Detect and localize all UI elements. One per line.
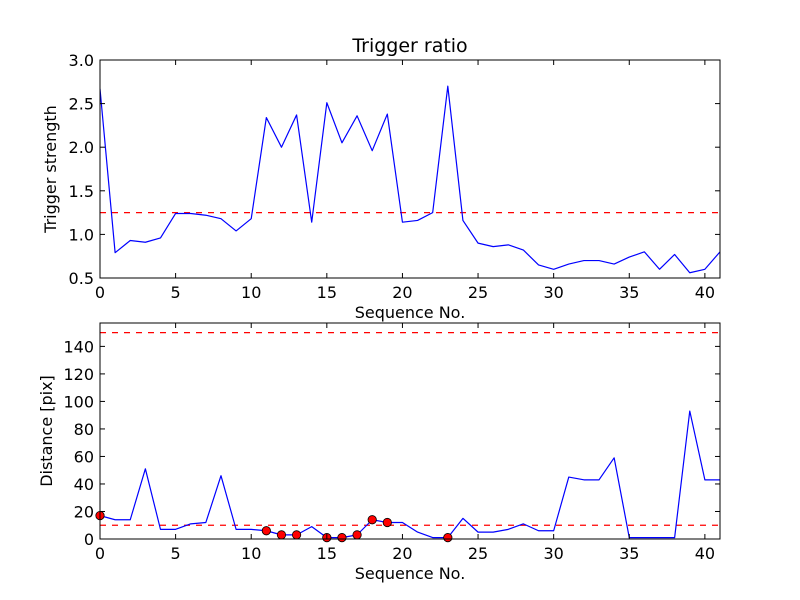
y-tick-label: 1.0 — [69, 225, 94, 244]
data-point-marker — [443, 533, 453, 543]
y-tick-label: 2.0 — [69, 138, 94, 157]
x-tick-label: 5 — [171, 283, 181, 302]
x-axis-label: Sequence No. — [355, 564, 466, 583]
data-point-marker — [276, 530, 287, 540]
x-tick-label: 40 — [695, 544, 715, 563]
distance-chart: 0 5 10 15 20 25 30 35 40 0 20 40 60 80 100 120 140 Sequen… — [37, 322, 721, 583]
series-line — [100, 85, 720, 274]
x-axis-label: Sequence No. — [355, 303, 466, 322]
x-tick-label: 5 — [171, 544, 181, 563]
y-axis-label: Trigger strength — [41, 105, 60, 234]
data-point-marker — [337, 533, 347, 543]
data-point-marker — [382, 517, 392, 528]
trigger-ratio-chart: 0 5 10 15 20 25 30 35 40 0.5 1.0 1.5 2.0 2.5 3.0 Trigge… — [41, 35, 721, 322]
plot-content — [100, 85, 720, 274]
x-tick-label: 20 — [392, 544, 412, 563]
chart-title: Trigger ratio — [351, 35, 467, 57]
y-tick-label: 0 — [84, 530, 94, 549]
x-tick-label: 25 — [468, 283, 488, 302]
y-axis-label: Distance [pix] — [37, 375, 56, 487]
plot-area — [100, 323, 720, 539]
x-tick-label: 0 — [95, 544, 105, 563]
y-tick-label: 140 — [63, 337, 94, 356]
y-tick-label: 120 — [63, 365, 94, 384]
plot-content — [100, 332, 720, 539]
data-point-marker — [291, 530, 302, 540]
x-tick-label: 15 — [317, 544, 337, 563]
y-tick-label: 60 — [74, 447, 94, 466]
y-tick-label: 0.5 — [69, 269, 94, 288]
x-tick-label: 35 — [619, 283, 639, 302]
axes-frame — [99, 59, 721, 279]
x-tick-label: 10 — [241, 544, 261, 563]
plot-area — [100, 60, 720, 278]
x-tick-label: 15 — [317, 283, 337, 302]
x-tick-label: 30 — [543, 544, 563, 563]
x-tick-label: 0 — [95, 283, 105, 302]
y-tick-label: 100 — [63, 392, 94, 411]
data-point-marker — [352, 530, 362, 540]
data-point-marker — [367, 515, 377, 525]
y-tick-label: 80 — [74, 420, 94, 439]
y-tick-label: 1.5 — [69, 182, 94, 201]
x-tick-label: 30 — [543, 283, 563, 302]
x-tick-label: 10 — [241, 283, 261, 302]
series-line — [100, 410, 720, 539]
x-tick-label: 35 — [619, 544, 639, 563]
x-tick-label: 20 — [392, 283, 412, 302]
y-tick-label: 40 — [74, 475, 94, 494]
x-tick-label: 40 — [695, 283, 715, 302]
axes-frame — [99, 322, 721, 540]
x-tick-label: 25 — [468, 544, 488, 563]
y-tick-label: 3.0 — [69, 51, 94, 70]
y-tick-label: 20 — [74, 502, 94, 521]
y-tick-label: 2.5 — [69, 95, 94, 114]
data-point-marker — [261, 526, 271, 536]
